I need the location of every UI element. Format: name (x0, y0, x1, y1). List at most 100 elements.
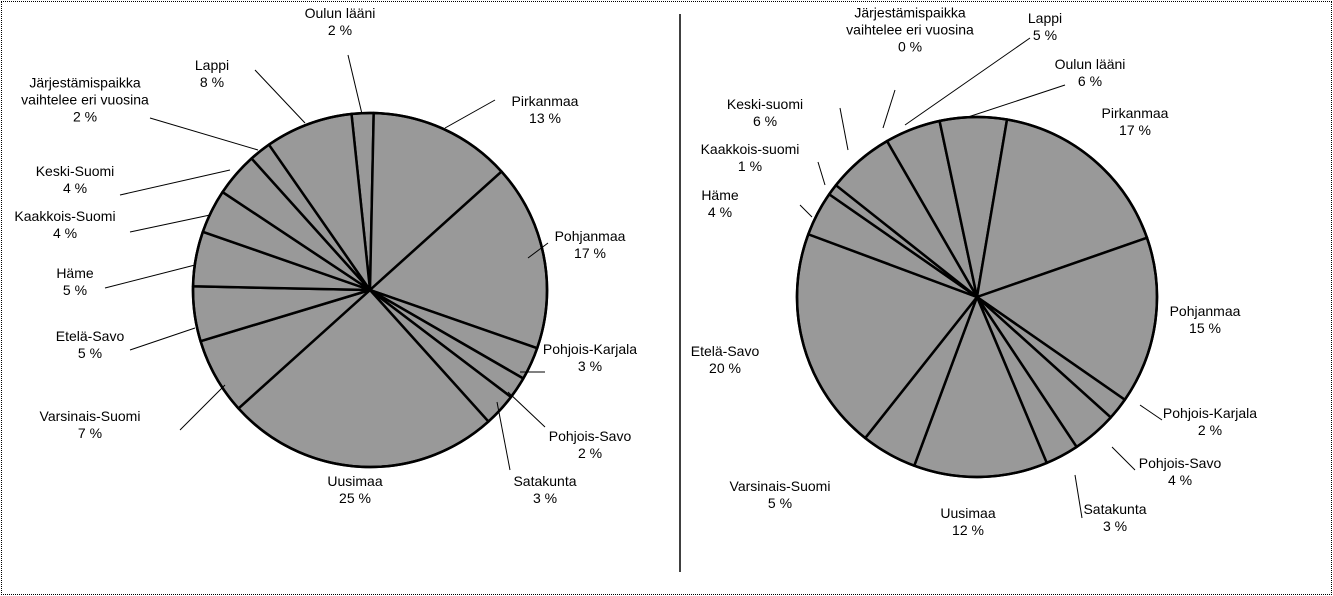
slice-value: 12 % (952, 522, 984, 538)
slice-name: Järjestämispaikka vaihtelee eri vuosina (21, 74, 149, 108)
slice-label: Varsinais-Suomi 7 % (40, 408, 141, 442)
slice-name: Häme (56, 265, 94, 281)
slice-label: Oulun lääni 6 % (1055, 56, 1126, 90)
slice-label: Pirkanmaa 17 % (1102, 105, 1169, 139)
slice-value: 4 % (707, 204, 733, 220)
slice-label: Pohjois-Savo 2 % (549, 428, 632, 462)
slice-name: Kaakkois-Suomi (14, 208, 116, 224)
leader-line (104, 264, 196, 289)
slice-label: Uusimaa 25 % (327, 473, 382, 507)
leader-line (1139, 404, 1163, 421)
slice-label: Uusimaa 12 % (940, 505, 995, 539)
slice-name: Pohjois-Savo (1138, 455, 1222, 471)
leader-line (254, 69, 306, 124)
slice-label: Pirkanmaa 13 % (512, 93, 579, 127)
leader-line (507, 391, 546, 428)
leader-line (444, 99, 496, 129)
slice-label: Keski-Suomi 4 % (36, 163, 115, 197)
slice-name: Pirkanmaa (511, 93, 579, 109)
slice-value: 2 % (1197, 422, 1223, 438)
leader-line (149, 117, 259, 151)
slice-label: Keski-suomi 6 % (727, 96, 803, 130)
slice-name: Keski-suomi (726, 96, 804, 112)
slice-value: 5 % (1032, 27, 1058, 43)
slice-value: 6 % (752, 113, 778, 129)
slice-label: Etelä-Savo 5 % (56, 328, 124, 362)
slice-value: 15 % (1189, 320, 1221, 336)
slice-label: Kaakkois-suomi 1 % (701, 141, 800, 175)
slice-name: Pohjois-Karjala (542, 341, 638, 357)
slice-name: Etelä-Savo (55, 328, 125, 344)
slice-name: Pohjois-Savo (548, 428, 632, 444)
slice-name: Lappi (194, 57, 230, 73)
slice-value: 3 % (1102, 518, 1128, 534)
leader-line (496, 401, 511, 471)
slice-value: 8 % (199, 74, 225, 90)
slice-value: 5 % (77, 345, 103, 361)
leader-line (882, 89, 896, 129)
pie-outline (795, 115, 1159, 479)
slice-value: 20 % (709, 360, 741, 376)
leader-line (1111, 446, 1136, 471)
slice-name: Uusimaa (327, 473, 383, 489)
slice-label: Satakunta 3 % (513, 473, 576, 507)
slice-value: 5 % (767, 495, 793, 511)
slice-label: Etelä-Savo 20 % (691, 343, 759, 377)
slice-name: Oulun lääni (304, 5, 376, 21)
slice-value: 2 % (327, 22, 353, 38)
slice-value: 4 % (1167, 472, 1193, 488)
leader-line (817, 161, 826, 186)
slice-value: 7 % (77, 425, 103, 441)
slice-value: 6 % (1077, 73, 1103, 89)
slice-label: Pohjois-Karjala 2 % (1163, 405, 1257, 439)
slice-value: 2 % (72, 108, 98, 125)
slice-label: Pohjois-Savo 4 % (1139, 455, 1222, 489)
leader-line (119, 169, 231, 196)
slice-value: 2 % (577, 445, 603, 461)
slice-value: 1 % (737, 158, 763, 174)
leader-line (129, 327, 196, 351)
slice-name: Oulun lääni (1054, 56, 1126, 72)
slice-name: Pohjanmaa (1169, 303, 1241, 319)
slice-label: Satakunta 3 % (1083, 501, 1146, 535)
slice-name: Järjestämispaikka vaihtelee eri vuosina (846, 4, 974, 38)
slice-value: 4 % (62, 180, 88, 196)
slice-label: Lappi 8 % (195, 57, 229, 91)
slice-label: Oulun lääni 2 % (305, 5, 376, 39)
slice-name: Häme (701, 187, 739, 203)
slice-name: Pohjanmaa (554, 228, 626, 244)
slice-value: 0 % (897, 38, 923, 55)
slice-value: 25 % (339, 490, 371, 506)
slice-label: Häme 5 % (56, 265, 93, 299)
slice-name: Satakunta (1083, 501, 1147, 517)
slice-label: Järjestämispaikka vaihtelee eri vuosina 2… (5, 75, 165, 126)
slice-label: Pohjanmaa 17 % (555, 228, 626, 262)
slice-value: 17 % (1119, 122, 1151, 138)
slice-label: Järjestämispaikka vaihtelee eri vuosina 0… (830, 5, 990, 56)
leader-line (1074, 474, 1083, 519)
slice-value: 3 % (577, 358, 603, 374)
slice-name: Pirkanmaa (1101, 105, 1169, 121)
slice-label: Häme 4 % (701, 187, 738, 221)
leader-line (799, 204, 813, 218)
slice-name: Etelä-Savo (690, 343, 760, 359)
slice-name: Lappi (1027, 10, 1063, 26)
slice-label: Lappi 5 % (1028, 10, 1062, 44)
slice-name: Keski-Suomi (35, 163, 115, 179)
leader-line (839, 107, 849, 151)
slice-label: Pohjanmaa 15 % (1170, 303, 1241, 337)
slice-name: Varsinais-Suomi (729, 478, 831, 494)
slice-value: 3 % (532, 490, 558, 506)
pie-outline (191, 111, 549, 469)
leader-line (527, 242, 549, 259)
leader-line (904, 37, 1031, 126)
slice-value: 5 % (62, 282, 88, 298)
slice-name: Uusimaa (940, 505, 996, 521)
slice-name: Kaakkois-suomi (700, 141, 800, 157)
slice-name: Varsinais-Suomi (39, 408, 141, 424)
slice-name: Pohjois-Karjala (1162, 405, 1258, 421)
leader-line (347, 54, 363, 115)
leader-line (964, 84, 1066, 119)
